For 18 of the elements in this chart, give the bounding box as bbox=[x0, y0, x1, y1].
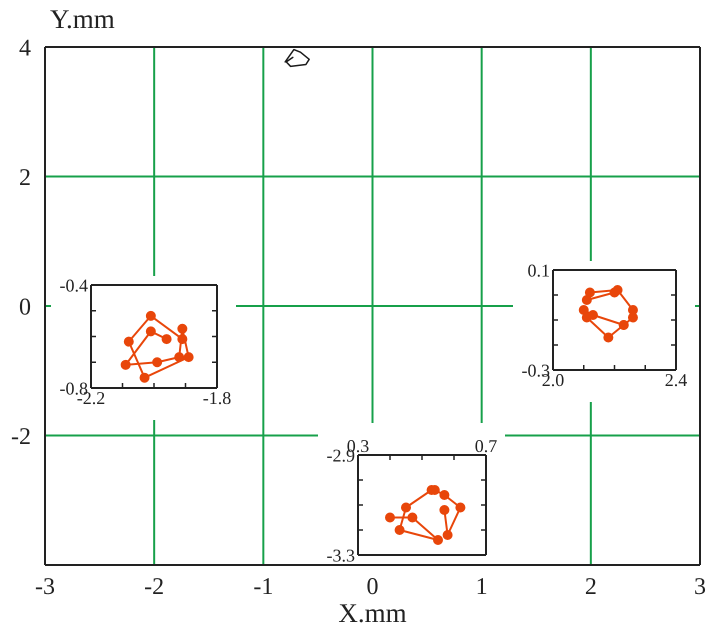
x-tick-label: 0.7 bbox=[474, 436, 498, 456]
x-tick-label: -2 bbox=[144, 574, 164, 600]
x-tick-label: 3 bbox=[694, 574, 706, 600]
y-axis-title: Y.mm bbox=[50, 3, 115, 35]
x-tick-label: -1.8 bbox=[202, 388, 232, 408]
y-tick-label: -0.4 bbox=[60, 275, 88, 296]
x-tick-label: 2 bbox=[584, 574, 597, 600]
y-tick-label: 4 bbox=[19, 36, 31, 62]
x-tick-label: 0 bbox=[366, 574, 378, 600]
x-axis-title: X.mm bbox=[338, 598, 407, 628]
y-tick-label: -3.3 bbox=[326, 545, 355, 566]
x-tick-label: -3 bbox=[35, 574, 55, 600]
x-tick-label: -1 bbox=[253, 574, 274, 600]
x-tick-label: 2.4 bbox=[664, 370, 688, 390]
y-tick-label: 2 bbox=[19, 165, 31, 192]
x-tick-label: 1 bbox=[476, 574, 488, 600]
y-tick-label: 0.1 bbox=[528, 260, 550, 280]
y-tick-label: 0 bbox=[19, 294, 31, 321]
